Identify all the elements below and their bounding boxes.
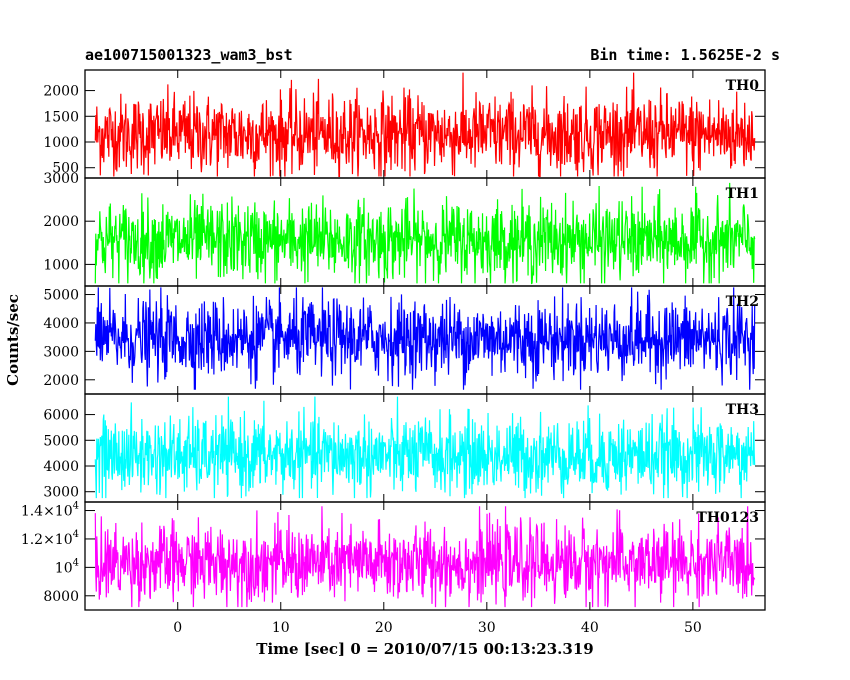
chart-title: ae100715001323_wam3_bst bbox=[85, 46, 293, 64]
y-axis-title: Counts/sec bbox=[4, 294, 22, 386]
y-tick-label: 8000 bbox=[43, 589, 79, 605]
y-tick-label: 2000 bbox=[43, 84, 79, 100]
y-tick-label: 3000 bbox=[43, 171, 79, 187]
y-tick-label: 1500 bbox=[43, 109, 79, 125]
x-tick-label: 50 bbox=[684, 620, 702, 636]
x-tick-label: 20 bbox=[375, 620, 393, 636]
y-tick-label: 4000 bbox=[43, 316, 79, 332]
series-line-th0123 bbox=[94, 506, 756, 608]
y-tick-label: 104 bbox=[55, 557, 79, 576]
panel-label-th0123: TH0123 bbox=[696, 510, 759, 526]
y-tick-label: 3000 bbox=[43, 485, 79, 501]
panel-label-th2: TH2 bbox=[726, 294, 759, 310]
panel-frame-th0123 bbox=[84, 501, 766, 611]
x-tick-label: 0 bbox=[173, 620, 182, 636]
x-axis-title: Time [sec] 0 = 2010/07/15 00:13:23.319 bbox=[256, 640, 593, 658]
y-tick-label: 2000 bbox=[43, 214, 79, 230]
y-tick-label: 5000 bbox=[43, 288, 79, 304]
x-tick-label: 10 bbox=[272, 620, 290, 636]
y-tick-label: 1.4×104 bbox=[21, 501, 79, 520]
y-tick-label: 500 bbox=[52, 161, 79, 177]
x-tick-label: 40 bbox=[581, 620, 599, 636]
series-line-th1 bbox=[94, 182, 756, 285]
y-tick-label: 3000 bbox=[43, 344, 79, 360]
panel-label-th0: TH0 bbox=[726, 78, 760, 94]
x-tick-label: 30 bbox=[478, 620, 496, 636]
y-tick-label: 2000 bbox=[43, 373, 79, 389]
y-tick-label: 1000 bbox=[43, 257, 79, 273]
y-tick-label: 6000 bbox=[43, 408, 79, 424]
y-tick-label: 1.2×104 bbox=[21, 529, 79, 548]
series-line-th0 bbox=[94, 72, 756, 178]
y-tick-label: 5000 bbox=[43, 433, 79, 449]
y-tick-label: 4000 bbox=[43, 459, 79, 475]
y-tick-label: 1000 bbox=[43, 135, 79, 151]
panel-label-th1: TH1 bbox=[726, 186, 759, 202]
series-line-th3 bbox=[94, 396, 756, 499]
panel-label-th3: TH3 bbox=[726, 402, 759, 418]
bin-time-label: Bin time: 1.5625E-2 s bbox=[590, 46, 780, 64]
series-line-th2 bbox=[94, 287, 756, 390]
